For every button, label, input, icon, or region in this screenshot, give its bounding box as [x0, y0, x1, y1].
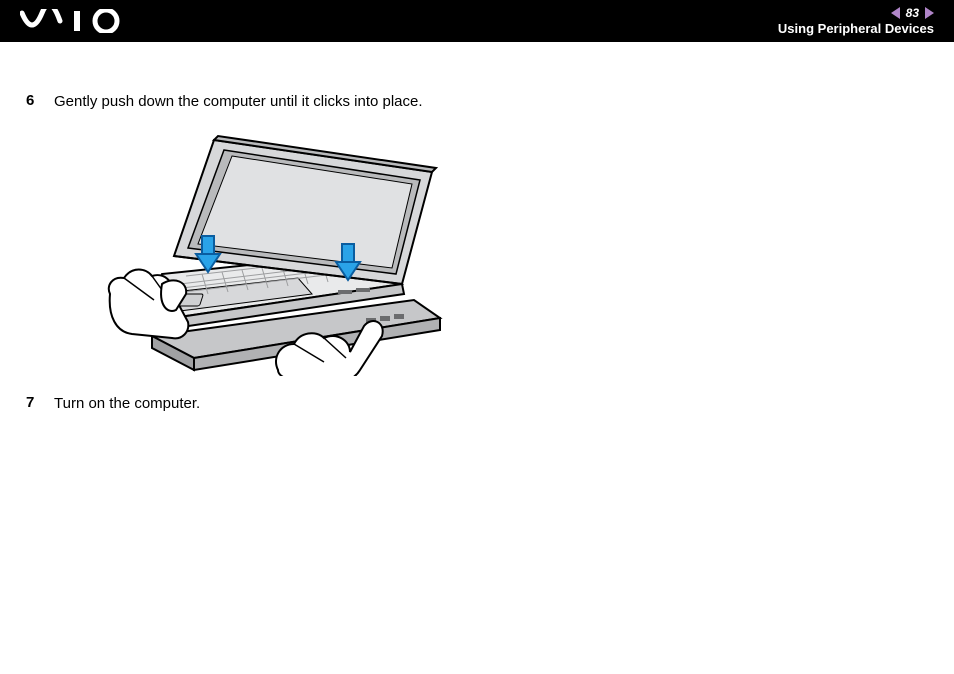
page-content: 6 Gently push down the computer until it…	[0, 42, 954, 415]
step-number: 7	[26, 394, 40, 411]
section-title: Using Peripheral Devices	[778, 21, 934, 36]
step-6: 6 Gently push down the computer until it…	[26, 92, 928, 112]
step-number: 6	[26, 92, 40, 109]
step-text: Gently push down the computer until it c…	[54, 92, 423, 112]
nav-next-arrow-icon[interactable]	[925, 7, 934, 19]
header-bar: 83 Using Peripheral Devices	[0, 0, 954, 42]
step-7: 7 Turn on the computer.	[26, 394, 928, 414]
laptop-dock-illustration	[102, 126, 462, 376]
page-nav: 83	[891, 6, 934, 20]
manual-page: 83 Using Peripheral Devices 6 Gently pus…	[0, 0, 954, 674]
left-hand	[109, 270, 189, 339]
nav-prev-arrow-icon[interactable]	[891, 7, 900, 19]
vaio-logo	[20, 0, 130, 42]
header-right: 83 Using Peripheral Devices	[778, 0, 934, 42]
page-number: 83	[906, 6, 919, 20]
step-text: Turn on the computer.	[54, 394, 200, 414]
docking-figure	[102, 126, 928, 376]
vaio-logo-svg	[20, 9, 130, 33]
